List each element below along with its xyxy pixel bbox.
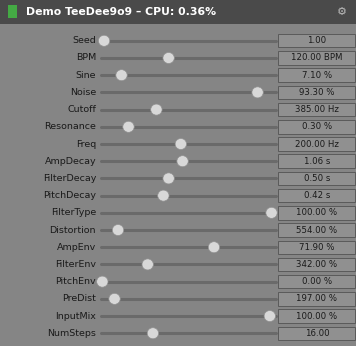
Text: 93.30 %: 93.30 % — [299, 88, 335, 97]
Circle shape — [163, 53, 174, 64]
Circle shape — [252, 87, 263, 98]
Text: PitchEnv: PitchEnv — [56, 277, 96, 286]
Text: Demo TeeDee9o9 – CPU: 0.36%: Demo TeeDee9o9 – CPU: 0.36% — [26, 7, 216, 17]
Bar — [278, 137, 355, 151]
Bar — [278, 275, 355, 288]
Text: ⚙: ⚙ — [337, 7, 347, 17]
Text: 342.00 %: 342.00 % — [296, 260, 337, 269]
Circle shape — [142, 259, 153, 270]
Text: 554.00 %: 554.00 % — [296, 226, 337, 235]
Text: PreDist: PreDist — [62, 294, 96, 303]
Text: 1.06 s: 1.06 s — [304, 157, 330, 166]
Bar — [278, 189, 355, 202]
Text: 385.00 Hz: 385.00 Hz — [295, 105, 339, 114]
Text: AmpDecay: AmpDecay — [44, 157, 96, 166]
Text: 1.00: 1.00 — [307, 36, 326, 45]
Circle shape — [123, 121, 134, 132]
Bar — [278, 327, 355, 340]
Text: 0.30 %: 0.30 % — [302, 122, 332, 131]
Circle shape — [208, 242, 220, 253]
Text: Resonance: Resonance — [44, 122, 96, 131]
Text: 7.10 %: 7.10 % — [302, 71, 332, 80]
Bar — [278, 172, 355, 185]
Text: 0.50 s: 0.50 s — [304, 174, 330, 183]
Text: Cutoff: Cutoff — [67, 105, 96, 114]
Text: PitchDecay: PitchDecay — [43, 191, 96, 200]
Text: Freq: Freq — [76, 139, 96, 148]
Text: Sine: Sine — [75, 71, 96, 80]
Text: FilterType: FilterType — [51, 208, 96, 217]
Text: 197.00 %: 197.00 % — [296, 294, 337, 303]
Bar — [278, 309, 355, 323]
Text: BPM: BPM — [76, 54, 96, 63]
Circle shape — [151, 104, 162, 115]
Text: InputMix: InputMix — [55, 311, 96, 320]
Bar — [278, 240, 355, 254]
Circle shape — [175, 138, 187, 149]
Bar — [278, 120, 355, 134]
Text: NumSteps: NumSteps — [47, 329, 96, 338]
Text: 120.00 BPM: 120.00 BPM — [291, 54, 342, 63]
Text: 71.90 %: 71.90 % — [299, 243, 335, 252]
Circle shape — [116, 70, 127, 81]
Text: 0.00 %: 0.00 % — [302, 277, 332, 286]
Text: 200.00 Hz: 200.00 Hz — [295, 139, 339, 148]
Circle shape — [264, 310, 276, 321]
Text: FilterEnv: FilterEnv — [55, 260, 96, 269]
Bar — [0, 0, 356, 24]
Circle shape — [98, 35, 110, 46]
Circle shape — [266, 207, 277, 218]
Bar — [278, 155, 355, 168]
Bar — [278, 51, 355, 65]
Text: FilterDecay: FilterDecay — [43, 174, 96, 183]
Text: Seed: Seed — [72, 36, 96, 45]
Text: Distortion: Distortion — [49, 226, 96, 235]
Circle shape — [112, 225, 124, 236]
Circle shape — [109, 293, 120, 304]
Bar — [278, 258, 355, 271]
Text: 0.42 s: 0.42 s — [304, 191, 330, 200]
Bar — [278, 34, 355, 47]
Bar — [278, 69, 355, 82]
Bar — [278, 292, 355, 306]
Circle shape — [96, 276, 108, 287]
Text: 16.00: 16.00 — [304, 329, 329, 338]
Text: 100.00 %: 100.00 % — [296, 311, 337, 320]
Text: 100.00 %: 100.00 % — [296, 208, 337, 217]
Text: Noise: Noise — [70, 88, 96, 97]
Bar — [278, 103, 355, 116]
Bar — [278, 206, 355, 219]
Circle shape — [177, 156, 188, 167]
Bar — [278, 86, 355, 99]
Text: AmpEnv: AmpEnv — [57, 243, 96, 252]
Bar — [8, 5, 17, 18]
Bar — [278, 223, 355, 237]
Circle shape — [158, 190, 169, 201]
Circle shape — [147, 328, 159, 339]
Circle shape — [163, 173, 174, 184]
